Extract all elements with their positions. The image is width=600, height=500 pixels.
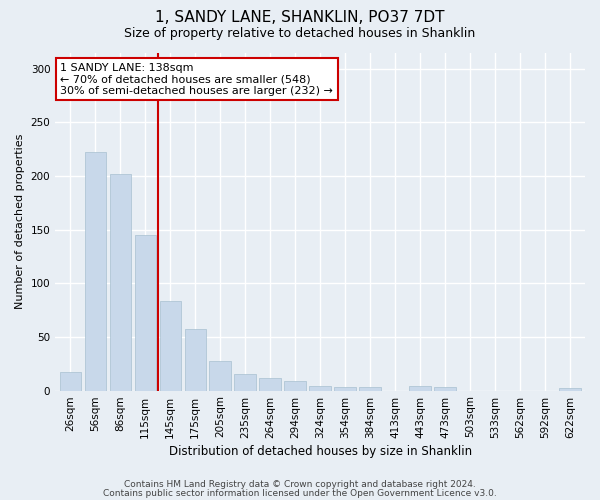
Bar (160, 302, 181, 390)
Text: 1, SANDY LANE, SHANKLIN, PO37 7DT: 1, SANDY LANE, SHANKLIN, PO37 7DT (155, 10, 445, 25)
X-axis label: Distribution of detached houses by size in Shanklin: Distribution of detached houses by size … (169, 444, 472, 458)
Bar (134, 235, 156, 390)
Bar (209, 360, 231, 390)
Bar (559, 388, 581, 390)
Text: Contains HM Land Registry data © Crown copyright and database right 2024.: Contains HM Land Registry data © Crown c… (124, 480, 476, 489)
Bar (310, 386, 331, 390)
Bar (85, 152, 106, 390)
Bar (185, 330, 206, 390)
Y-axis label: Number of detached properties: Number of detached properties (15, 134, 25, 309)
Bar (110, 174, 131, 390)
Bar (334, 388, 356, 390)
Bar (284, 381, 306, 390)
Bar (259, 378, 281, 390)
Bar (235, 374, 256, 390)
Text: Contains public sector information licensed under the Open Government Licence v3: Contains public sector information licen… (103, 489, 497, 498)
Bar (409, 386, 431, 390)
Text: Size of property relative to detached houses in Shanklin: Size of property relative to detached ho… (124, 28, 476, 40)
Bar (359, 388, 380, 390)
Bar (59, 372, 81, 390)
Text: 1 SANDY LANE: 138sqm
← 70% of detached houses are smaller (548)
30% of semi-deta: 1 SANDY LANE: 138sqm ← 70% of detached h… (61, 62, 334, 96)
Bar (434, 388, 455, 390)
